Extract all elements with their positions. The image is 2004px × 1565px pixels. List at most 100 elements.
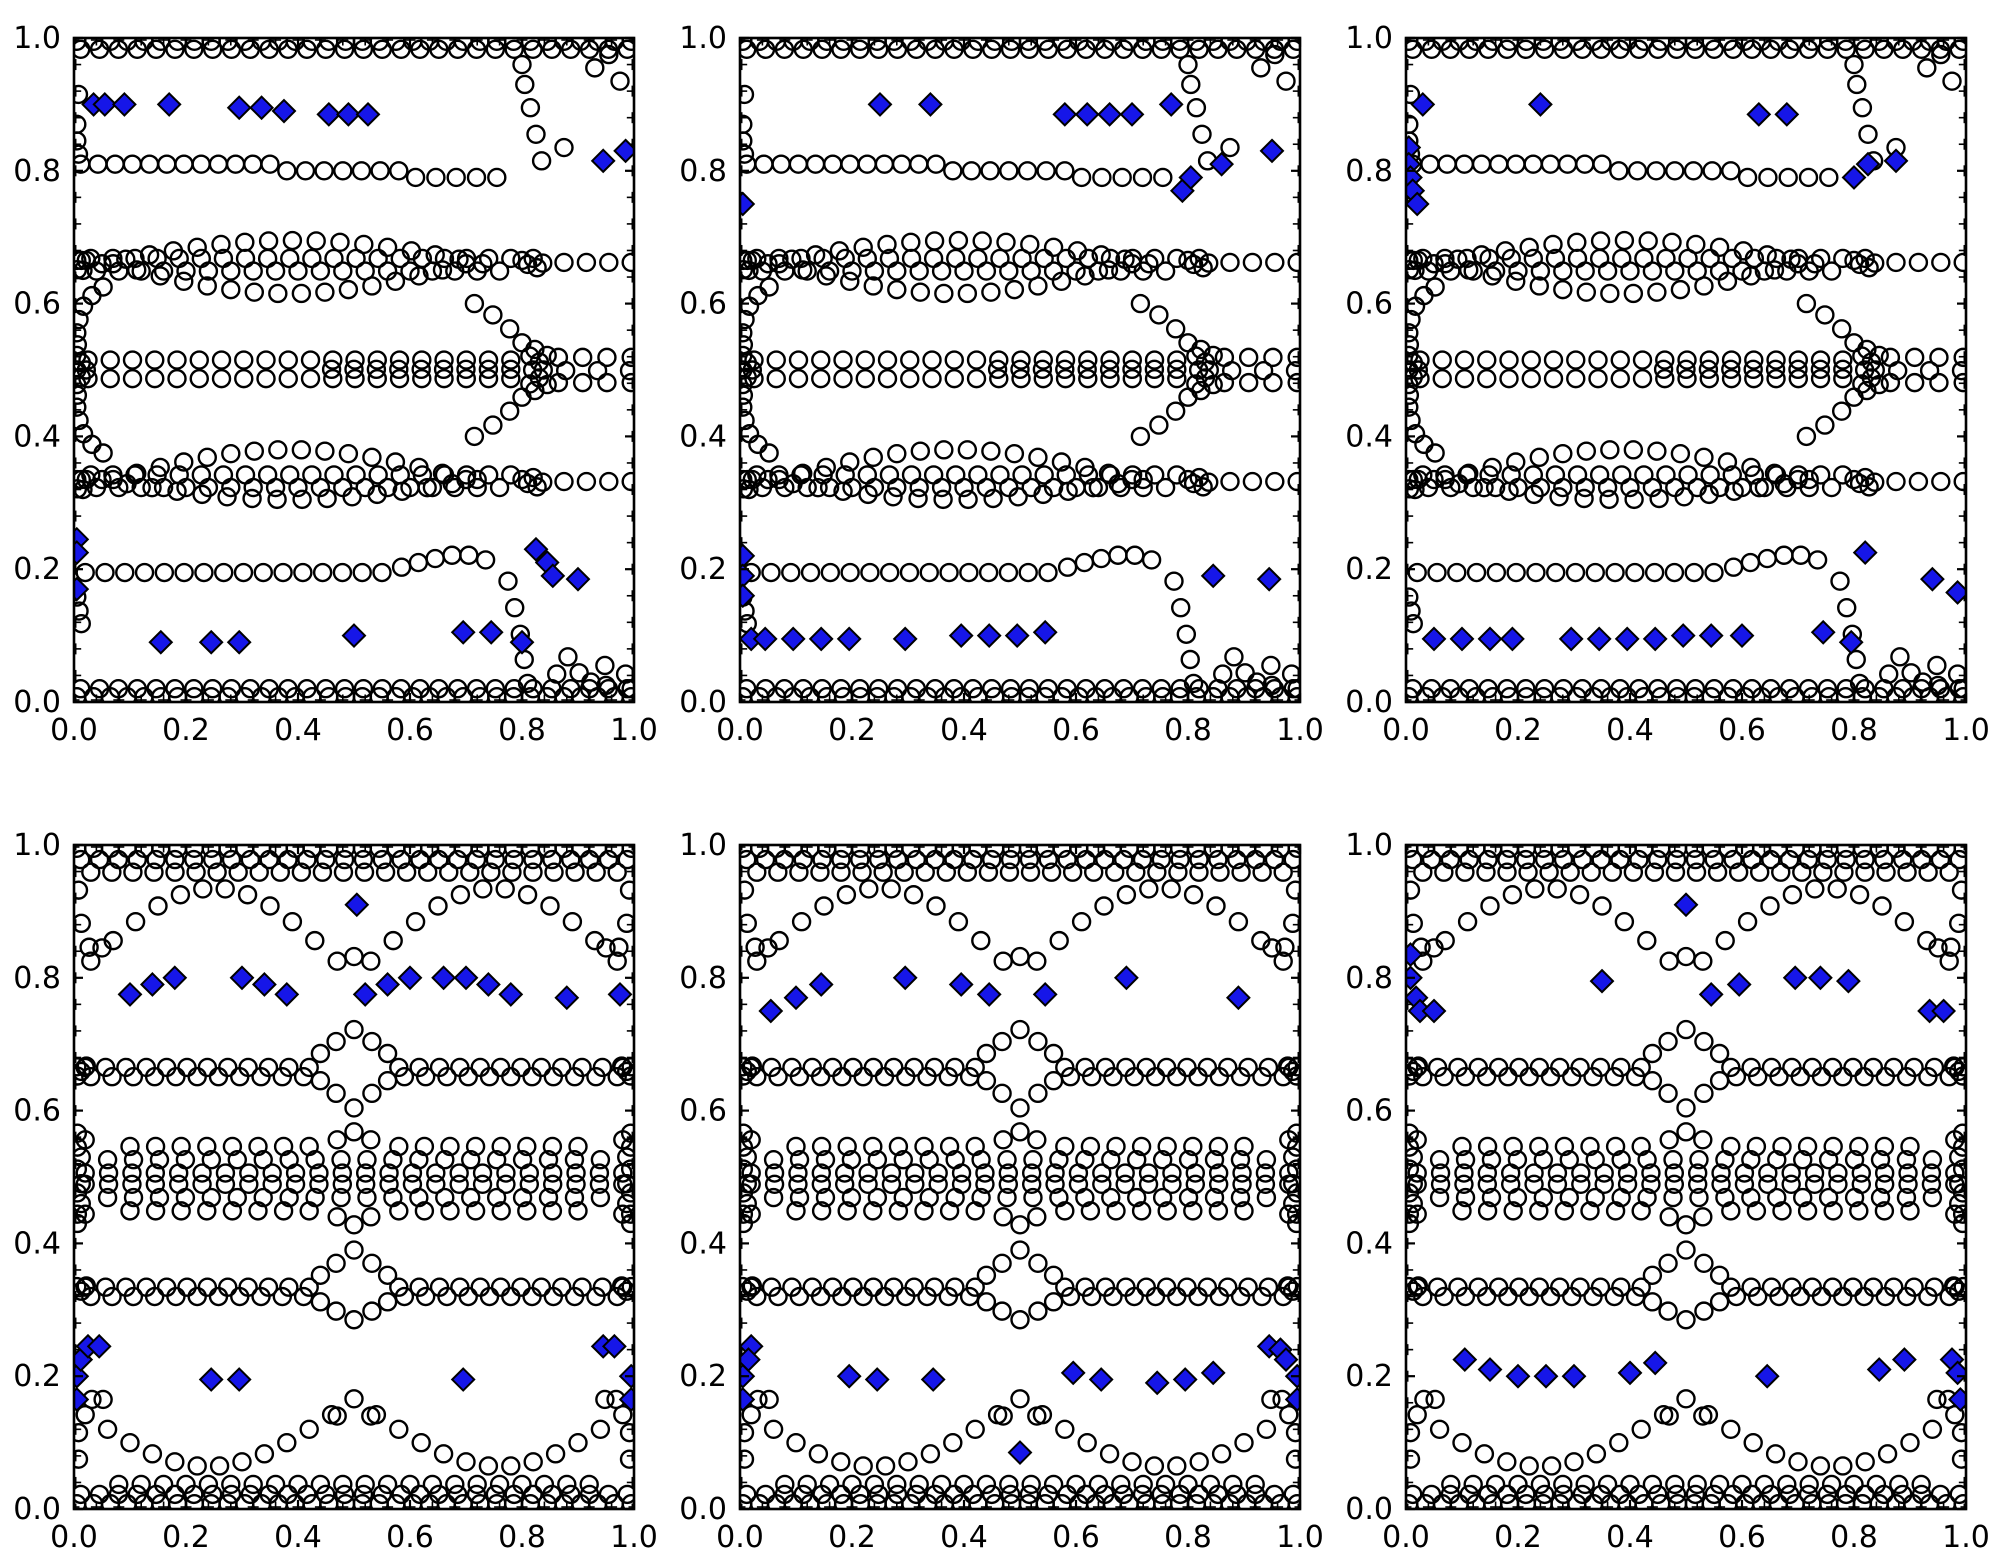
- axes-frame: [1404, 843, 1968, 1511]
- x-tick-label: 0.6: [386, 713, 434, 748]
- x-tick-label: 0.2: [162, 1520, 210, 1555]
- scatter-diamonds: [74, 892, 634, 1412]
- y-tick-label: 0.2: [679, 1359, 727, 1394]
- y-tick-label: 1.0: [679, 828, 727, 863]
- y-tick-label: 0.8: [1345, 961, 1393, 996]
- x-tick-label: 0.8: [1164, 713, 1212, 748]
- x-tick-label: 0.0: [716, 713, 764, 748]
- y-tick-label: 0.4: [1345, 1226, 1393, 1261]
- axes-frame: [738, 843, 1302, 1511]
- axes-ticks: [1404, 843, 1968, 1511]
- scatter-circles: [740, 38, 1300, 702]
- subplot-top-middle: 0.00.0 0.2 0.2 0.4 0.4 0.6 0.6 0.8 0.8 1.0 1.0: [679, 21, 1324, 748]
- scatter-diamonds: [740, 965, 1300, 1465]
- y-tick-label: 0.8: [1345, 154, 1393, 189]
- y-tick-label: 0.6: [1345, 1094, 1393, 1129]
- axes-ticks: [72, 36, 636, 704]
- y-tick-label: 0.6: [13, 287, 61, 322]
- x-tick-label: 0.0: [50, 713, 98, 748]
- y-tick-label: 0.2: [13, 1359, 61, 1394]
- x-tick-label: 0.6: [1718, 713, 1766, 748]
- x-tick-label: 1.0: [1276, 1520, 1324, 1555]
- x-tick-label: 1.0: [1942, 1520, 1990, 1555]
- y-tick-label: 0.0: [1345, 685, 1393, 720]
- scatter-diamonds: [74, 91, 634, 655]
- scatter-diamonds: [1406, 892, 1966, 1412]
- x-tick-label: 0.2: [1494, 1520, 1542, 1555]
- axes-frame: [1404, 36, 1968, 704]
- x-tick-label: 1.0: [1942, 713, 1990, 748]
- x-tick-label: 0.4: [940, 713, 988, 748]
- y-tick-label: 0.8: [13, 154, 61, 189]
- y-tick-label: 0.0: [679, 685, 727, 720]
- y-tick-label: 0.6: [679, 1094, 727, 1129]
- subplot-bottom-left: 0.00.0 0.2 0.2 0.4 0.4 0.6 0.6 0.8 0.8 1.0 1.0: [13, 828, 658, 1555]
- x-tick-label: 0.4: [1606, 713, 1654, 748]
- y-tick-label: 0.2: [13, 552, 61, 587]
- y-tick-label: 0.4: [1345, 419, 1393, 454]
- x-tick-label: 0.0: [1382, 1520, 1430, 1555]
- y-tick-label: 0.6: [1345, 287, 1393, 322]
- y-tick-label: 0.4: [13, 419, 61, 454]
- x-tick-label: 0.6: [1718, 1520, 1766, 1555]
- x-tick-label: 0.0: [716, 1520, 764, 1555]
- x-tick-label: 0.0: [1382, 713, 1430, 748]
- scatter-circles: [74, 38, 634, 702]
- y-tick-label: 0.0: [1345, 1492, 1393, 1527]
- x-tick-label: 0.4: [274, 1520, 322, 1555]
- marker-layer-bottom-right: [1406, 845, 1966, 1509]
- x-tick-label: 0.8: [1164, 1520, 1212, 1555]
- axes-ticks: [72, 843, 636, 1511]
- x-tick-label: 0.4: [940, 1520, 988, 1555]
- y-tick-label: 0.6: [13, 1094, 61, 1129]
- x-tick-label: 0.8: [498, 1520, 546, 1555]
- axes-frame: [72, 843, 636, 1511]
- scatter-circles: [1406, 38, 1966, 702]
- y-tick-label: 0.4: [679, 419, 727, 454]
- y-tick-label: 0.2: [1345, 552, 1393, 587]
- y-tick-label: 1.0: [1345, 21, 1393, 56]
- marker-layer-top-middle: [740, 38, 1300, 702]
- x-tick-label: 0.8: [1830, 713, 1878, 748]
- axes-ticks: [1404, 36, 1968, 704]
- x-tick-label: 0.8: [498, 713, 546, 748]
- y-tick-label: 0.4: [679, 1226, 727, 1261]
- x-tick-label: 0.2: [828, 1520, 876, 1555]
- marker-layer-top-left: [74, 38, 634, 702]
- axes-tick-labels: 0.00.0 0.2 0.2 0.4 0.4 0.6 0.6 0.8 0.8 1.0 1.0: [1345, 21, 1990, 748]
- subplot-top-right: 0.00.0 0.2 0.2 0.4 0.4 0.6 0.6 0.8 0.8 1.0 1.0: [1345, 21, 1990, 748]
- subplot-bottom-middle: 0.00.0 0.2 0.2 0.4 0.4 0.6 0.6 0.8 0.8 1.0 1.0: [679, 828, 1324, 1555]
- marker-layer-bottom-middle: [740, 845, 1300, 1509]
- y-tick-label: 0.8: [679, 154, 727, 189]
- x-tick-label: 0.6: [1052, 713, 1100, 748]
- x-tick-label: 1.0: [610, 713, 658, 748]
- y-tick-label: 0.0: [13, 685, 61, 720]
- x-tick-label: 0.0: [50, 1520, 98, 1555]
- y-tick-label: 0.6: [679, 287, 727, 322]
- axes-tick-labels: 0.00.0 0.2 0.2 0.4 0.4 0.6 0.6 0.8 0.8 1.0 1.0: [13, 21, 658, 748]
- x-tick-label: 0.2: [828, 713, 876, 748]
- axes-ticks: [738, 843, 1302, 1511]
- y-tick-label: 0.8: [679, 961, 727, 996]
- axes-tick-labels: 0.00.0 0.2 0.2 0.4 0.4 0.6 0.6 0.8 0.8 1.0 1.0: [1345, 828, 1990, 1555]
- y-tick-label: 0.2: [1345, 1359, 1393, 1394]
- x-tick-label: 0.6: [386, 1520, 434, 1555]
- axes-tick-labels: 0.00.0 0.2 0.2 0.4 0.4 0.6 0.6 0.8 0.8 1.0 1.0: [679, 828, 1324, 1555]
- x-tick-label: 0.6: [1052, 1520, 1100, 1555]
- x-tick-label: 0.2: [1494, 713, 1542, 748]
- axes-tick-labels: 0.00.0 0.2 0.2 0.4 0.4 0.6 0.6 0.8 0.8 1.0 1.0: [679, 21, 1324, 748]
- x-tick-label: 0.4: [1606, 1520, 1654, 1555]
- x-tick-label: 0.2: [162, 713, 210, 748]
- y-tick-label: 0.2: [679, 552, 727, 587]
- axes-frame: [72, 36, 636, 704]
- y-tick-label: 1.0: [13, 828, 61, 863]
- scatter-circles: [1406, 845, 1966, 1509]
- axes-tick-labels: 0.00.0 0.2 0.2 0.4 0.4 0.6 0.6 0.8 0.8 1.0 1.0: [13, 828, 658, 1555]
- marker-layer-top-right: [1406, 38, 1966, 702]
- subplot-top-left: 0.00.0 0.2 0.2 0.4 0.4 0.6 0.6 0.8 0.8 1.0 1.0: [13, 21, 658, 748]
- y-tick-label: 1.0: [13, 21, 61, 56]
- x-tick-label: 1.0: [1276, 713, 1324, 748]
- x-tick-label: 1.0: [610, 1520, 658, 1555]
- y-tick-label: 0.0: [679, 1492, 727, 1527]
